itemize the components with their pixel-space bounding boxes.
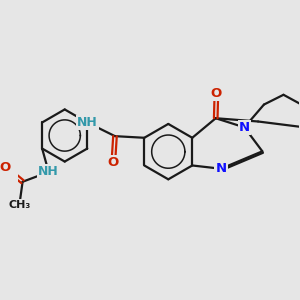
Text: NH: NH	[38, 166, 59, 178]
Text: O: O	[0, 160, 10, 174]
Text: N: N	[239, 121, 250, 134]
Text: NH: NH	[77, 116, 98, 129]
Text: O: O	[108, 156, 119, 169]
Text: O: O	[211, 87, 222, 100]
Text: CH₃: CH₃	[8, 200, 31, 210]
Text: N: N	[215, 162, 226, 175]
